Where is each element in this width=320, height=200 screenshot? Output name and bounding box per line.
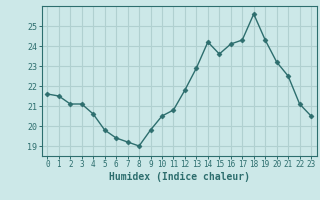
- X-axis label: Humidex (Indice chaleur): Humidex (Indice chaleur): [109, 172, 250, 182]
